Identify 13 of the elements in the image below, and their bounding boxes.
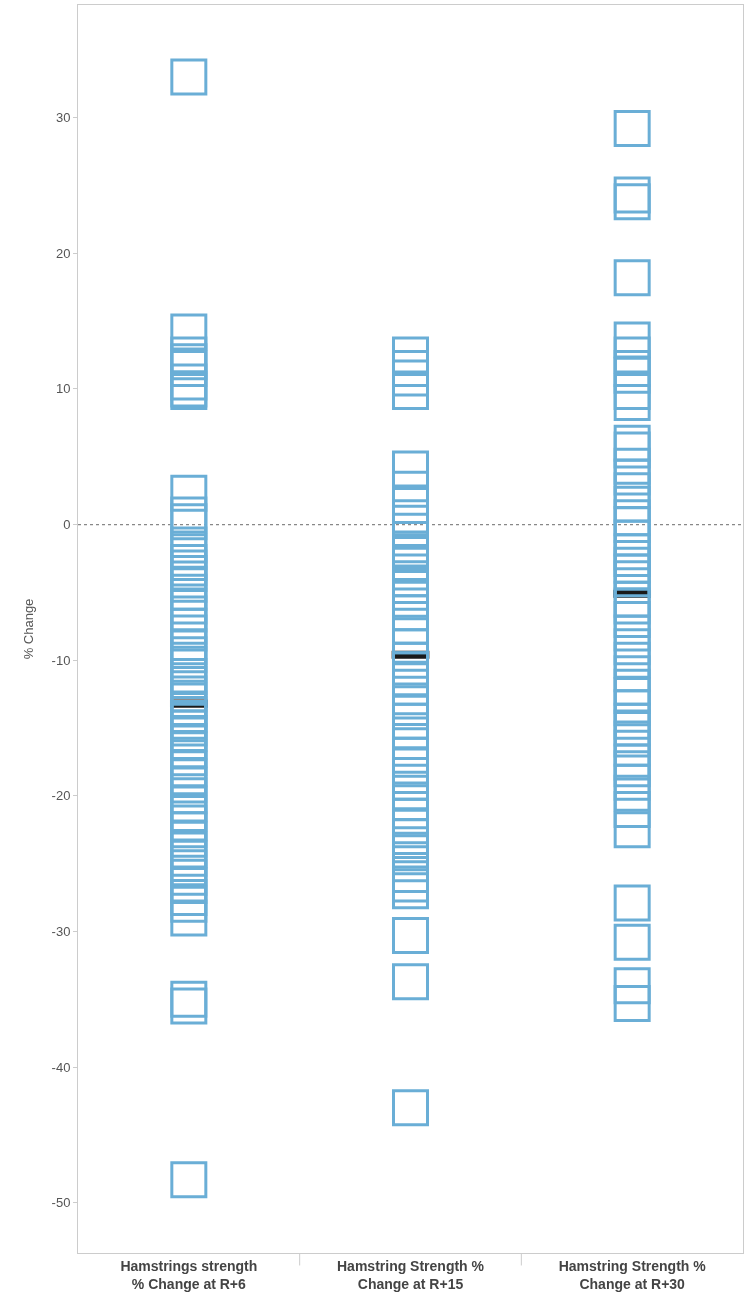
x-tick-label: Hamstrings strength % Change at R+6 bbox=[120, 1257, 258, 1292]
y-tick-label: -20 bbox=[51, 788, 71, 804]
y-tick-label: -50 bbox=[51, 1195, 71, 1211]
y-tick-label: 0 bbox=[63, 517, 71, 533]
y-tick-label: -30 bbox=[51, 924, 71, 940]
y-tick-label: 30 bbox=[55, 110, 71, 126]
y-tick-label: -10 bbox=[51, 652, 71, 668]
y-tick-label: 10 bbox=[55, 381, 71, 397]
x-tick-label: Hamstring Strength % Change at R+15 bbox=[336, 1257, 485, 1292]
y-tick-label: 20 bbox=[55, 245, 71, 261]
y-tick-label: -40 bbox=[51, 1059, 71, 1075]
y-axis-title: % Change bbox=[20, 598, 36, 660]
x-tick-label: Hamstring Strength % Change at R+30 bbox=[558, 1257, 707, 1292]
